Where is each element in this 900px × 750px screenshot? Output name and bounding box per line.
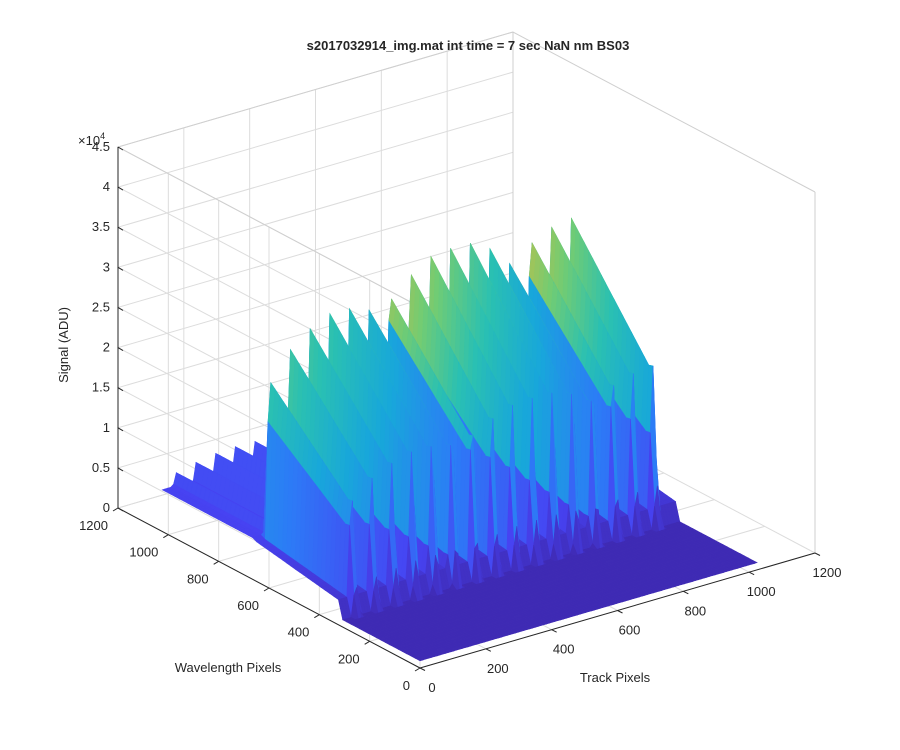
- box-edge: [116, 31, 816, 308]
- surface-plot: [161, 217, 758, 662]
